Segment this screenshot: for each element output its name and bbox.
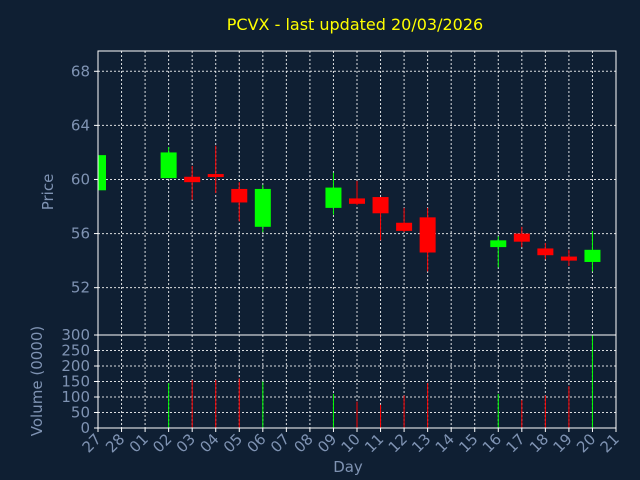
volume-tick-label: 0 — [80, 419, 90, 437]
candle-body — [372, 197, 389, 214]
chart-title: PCVX - last updated 20/03/2026 — [227, 15, 483, 34]
candle-body — [490, 240, 507, 248]
price-grid — [98, 51, 616, 335]
candle-body — [537, 248, 554, 256]
volume-tick-label: 100 — [61, 388, 90, 406]
candle-body — [349, 198, 365, 204]
candle-body — [325, 187, 342, 208]
volume-bars — [168, 335, 593, 428]
price-tick-label: 56 — [71, 225, 90, 243]
candle-body — [584, 249, 601, 262]
candles — [97, 145, 601, 272]
price-tick-label: 68 — [71, 62, 90, 80]
x-ticks: 2728010203040506070809101112131415161718… — [79, 428, 623, 456]
volume-tick-label: 50 — [71, 404, 90, 422]
price-tick-label: 60 — [71, 170, 90, 188]
candle-body — [160, 152, 177, 179]
candle-body — [254, 188, 271, 227]
candle-body — [98, 155, 106, 191]
volume-tick-label: 300 — [61, 326, 90, 344]
candle-body — [560, 256, 577, 261]
candle-body — [513, 233, 530, 242]
candle-body — [231, 188, 248, 203]
volume-tick-label: 250 — [61, 342, 90, 360]
volume-tick-label: 150 — [61, 373, 90, 391]
volume-tick-label: 200 — [61, 357, 90, 375]
price-axis-label: Price — [39, 174, 57, 211]
price-tick-label: 64 — [71, 116, 90, 134]
candle-body — [184, 176, 201, 183]
candle-body — [419, 217, 436, 253]
price-tick-label: 52 — [71, 279, 90, 297]
candle-body — [207, 174, 224, 178]
candle-body — [396, 222, 413, 231]
price-panel: 52 56 60 64 68 Price — [39, 50, 617, 336]
price-y-ticks: 52 56 60 64 68 — [71, 62, 98, 297]
x-axis-label: Day — [333, 458, 363, 476]
volume-axis-label: Volume (0000) — [28, 326, 46, 436]
